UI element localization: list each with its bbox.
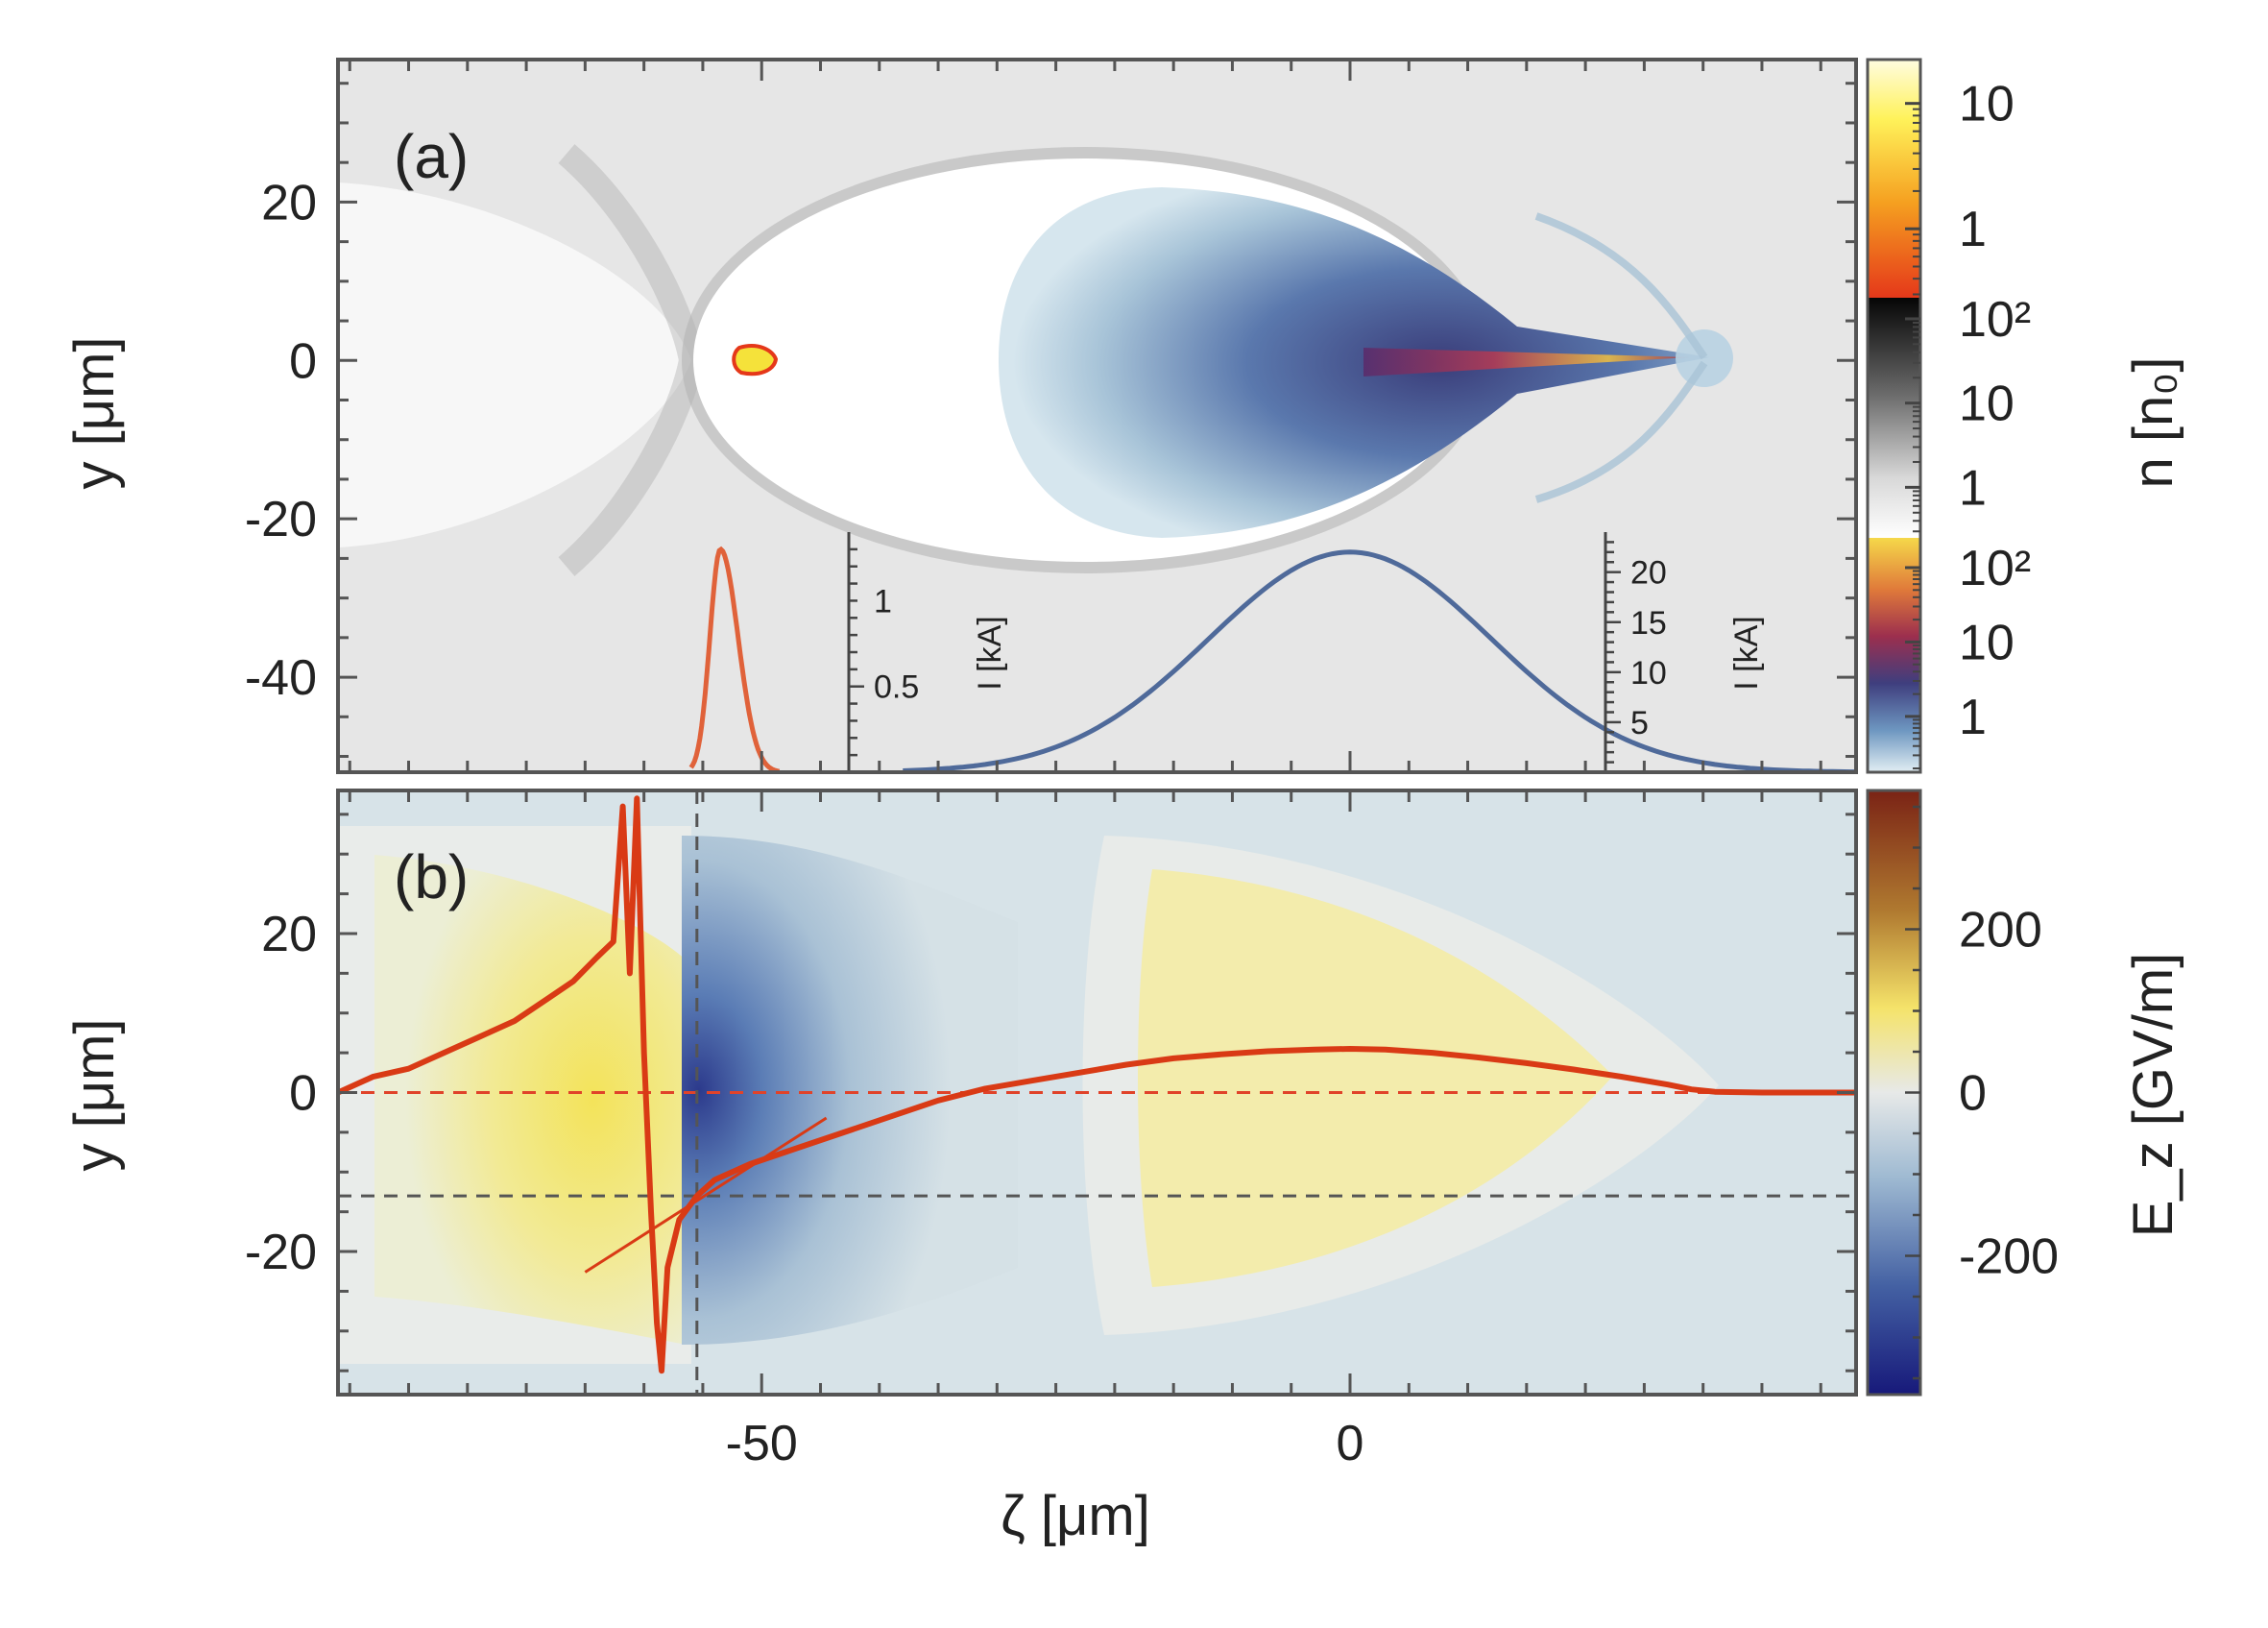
witness-beam [732, 344, 779, 377]
colorbar-density: 10 1 10² 10 1 10² 10 1 n [n₀] [1866, 58, 2184, 774]
panel-a-ylabel: y [μm] [63, 336, 126, 489]
colorbar-density-title: n [n₀] [2122, 357, 2184, 489]
witness-current-line [688, 546, 781, 772]
colorbar-tick-label: 10 [1959, 615, 2015, 670]
colorbar-ez: 200 0 -200 E_z [GV/m] [1866, 789, 2184, 1397]
colorbar-ez-title: E_z [GV/m] [2122, 953, 2184, 1238]
panel-b-ticks: 20 0 -20 -50 0 [245, 790, 1856, 1471]
y-tick-label: -40 [245, 650, 317, 706]
inset-tick-label: 15 [1630, 605, 1667, 642]
colorbar-density-ticks: 10 1 10² 10 1 10² 10 1 [1905, 77, 2031, 770]
inset-tick-label: 10 [1630, 655, 1667, 692]
drive-beam-density [999, 187, 1709, 538]
inset-tick-label: 20 [1630, 555, 1667, 592]
colorbar-tick-label: 1 [1959, 460, 1987, 516]
colorbar-tick-label: 0 [1959, 1066, 1987, 1122]
colorbar-plasma-segment [1868, 298, 1920, 538]
drive-beam-tip [1676, 329, 1733, 387]
tangent-line [584, 1116, 828, 1274]
panel-b-xlabel: ζ [μm] [1001, 1485, 1150, 1547]
colorbar-tick-label: 10² [1959, 541, 2031, 596]
y-tick-label: 20 [261, 907, 317, 962]
colorbar-tick-label: 1 [1959, 202, 1987, 257]
sheath-arc-upper [1534, 212, 1708, 360]
colorbar-tick-label: 200 [1959, 903, 2042, 959]
inset-tick-label: 1 [874, 583, 892, 620]
witness-current-axis: 10.5 [847, 532, 919, 772]
witness-current-axis-label: I [kA] [972, 616, 1008, 690]
ez-positive-left [374, 855, 687, 1345]
y-tick-label: 20 [261, 175, 317, 231]
current-inset-driver: 20 15 10 5 I [kA] [903, 532, 1856, 772]
ez-negative-region [682, 836, 1018, 1345]
panel-b: 20 0 -20 -50 0 (b) y [μm] ζ [μm] [63, 789, 1858, 1547]
colorbar-tick-label: 10 [1959, 377, 2015, 432]
panel-a-frame [336, 58, 1858, 774]
inset-tick-label: 5 [1630, 705, 1649, 741]
colorbar-witness-segment [1868, 60, 1920, 298]
panel-a-tag: (a) [394, 122, 469, 191]
ez-lineout [338, 795, 1856, 1374]
colorbar-tick-label: 10 [1959, 77, 2015, 133]
driver-current-line [903, 549, 1856, 772]
panel-b-tag: (b) [394, 842, 469, 911]
y-tick-label: -20 [245, 1225, 317, 1280]
panel-b-ylabel: y [μm] [63, 1018, 126, 1171]
y-tick-label: 0 [289, 333, 317, 389]
plasma-sheath-left [338, 182, 691, 547]
current-inset-witness: 10.5 I [kA] [688, 532, 1008, 772]
y-tick-label: 0 [289, 1066, 317, 1122]
colorbar-tick-label: -200 [1959, 1229, 2059, 1285]
colorbar-tick-label: 10² [1959, 292, 2031, 348]
drive-beam-tail-spike [1363, 348, 1690, 377]
colorbar-tick-label: 1 [1959, 690, 1987, 745]
sheath-arc-lower [1534, 360, 1708, 503]
ez-positive-right [1138, 869, 1613, 1287]
driver-current-axis-label: I [kA] [1728, 616, 1765, 690]
x-tick-label: -50 [726, 1416, 798, 1471]
y-tick-label: -20 [245, 492, 317, 547]
x-tick-label: 0 [1337, 1416, 1364, 1471]
inset-tick-label: 0.5 [874, 669, 919, 706]
colorbar-ez-ticks: 200 0 -200 [1905, 805, 2059, 1380]
panel-a-ticks: 20 0 -20 -40 [245, 60, 1856, 772]
colorbar-drive-segment [1868, 538, 1920, 772]
driver-current-axis: 20 15 10 5 [1604, 532, 1667, 772]
